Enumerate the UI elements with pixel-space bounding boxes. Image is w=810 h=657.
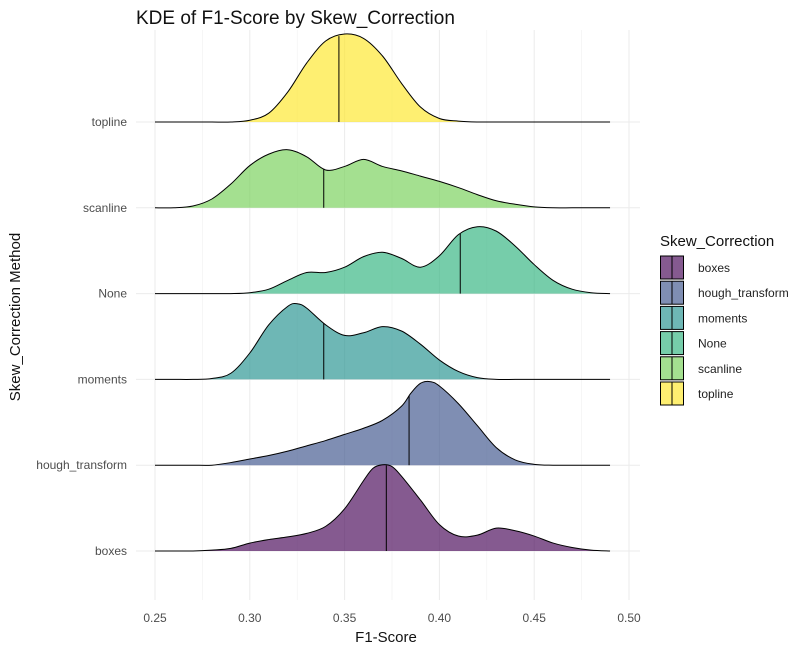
y-tick-labels: boxes hough_transform moments None scanline t… — [36, 115, 127, 558]
legend-label: moments — [698, 311, 747, 325]
ridge-hough_transform — [154, 380, 611, 466]
ridge-moments — [155, 302, 611, 381]
legend-item-None: None — [660, 331, 727, 356]
density-line-boxes — [155, 464, 611, 552]
density-area-hough_transform — [155, 381, 611, 466]
ridges — [154, 33, 611, 552]
y-tick-label: boxes — [95, 544, 127, 558]
density-area-topline — [155, 33, 611, 123]
x-tick-label: 0.40 — [428, 611, 452, 625]
ridge-topline — [155, 33, 611, 123]
density-area-moments — [155, 303, 611, 380]
x-tick-label: 0.50 — [617, 611, 641, 625]
legend-label: boxes — [698, 261, 730, 275]
x-tick-label: 0.35 — [333, 611, 357, 625]
y-tick-label: moments — [78, 372, 127, 386]
x-tick-label: 0.25 — [143, 611, 167, 625]
legend-item-boxes: boxes — [660, 255, 730, 280]
density-line-hough_transform — [154, 380, 611, 466]
y-tick-label: None — [98, 287, 127, 301]
legend-item-hough_transform: hough_transform — [660, 280, 789, 305]
density-area-boxes — [155, 464, 611, 552]
density-area-scanline — [155, 149, 611, 208]
x-axis-label: F1-Score — [355, 629, 417, 646]
legend-label: hough_transform — [698, 286, 789, 300]
x-tick-label: 0.45 — [523, 611, 547, 625]
y-tick-label: hough_transform — [36, 458, 127, 472]
legend-item-moments: moments — [660, 305, 747, 330]
x-tick-labels: 0.25 0.30 0.35 0.40 0.45 0.50 — [143, 611, 641, 625]
y-axis-label: Skew_Correction Method — [7, 233, 24, 401]
density-line-moments — [155, 302, 611, 381]
x-tick-label: 0.30 — [238, 611, 262, 625]
legend: Skew_Correction boxes hough_transformmome… — [660, 233, 789, 406]
ridge-boxes — [155, 464, 611, 552]
density-area-None — [155, 226, 611, 294]
density-line-scanline — [154, 149, 611, 209]
y-tick-label: topline — [92, 115, 128, 129]
density-line-topline — [155, 33, 611, 123]
legend-label: topline — [698, 387, 734, 401]
legend-item-topline: topline — [660, 381, 734, 406]
ridge-scanline — [154, 149, 611, 209]
ridge-None — [154, 226, 611, 295]
legend-label: scanline — [698, 362, 742, 376]
legend-label: None — [698, 337, 727, 351]
legend-item-scanline: scanline — [660, 356, 742, 381]
chart-title: KDE of F1-Score by Skew_Correction — [136, 8, 455, 29]
y-tick-label: scanline — [83, 201, 127, 215]
density-line-None — [154, 226, 611, 295]
legend-title: Skew_Correction — [660, 233, 774, 250]
